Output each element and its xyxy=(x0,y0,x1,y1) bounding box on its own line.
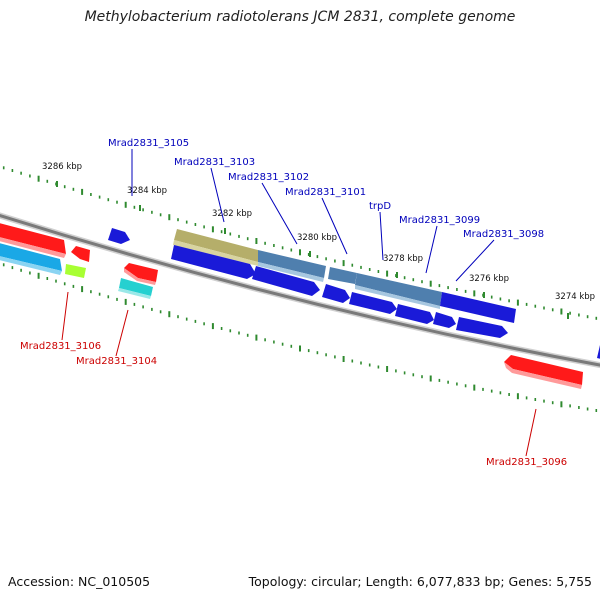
callout-lines xyxy=(61,149,537,457)
kbp-label-3286: 3286 kbp xyxy=(42,162,82,172)
arrow-gene-5 xyxy=(395,304,434,324)
gene-block-3103 xyxy=(174,229,258,262)
gene-3096-red xyxy=(504,355,583,385)
scale-ticks-lower xyxy=(2,263,598,412)
gene-label-3102[interactable]: Mrad2831_3102 xyxy=(228,172,309,183)
gene-labels: Mrad2831_3105 Mrad2831_3103 Mrad2831_310… xyxy=(20,138,567,468)
arrow-gene-1 xyxy=(171,245,256,279)
kbp-label-3284: 3284 kbp xyxy=(127,186,167,196)
kbp-label-3276: 3276 kbp xyxy=(469,274,509,284)
arrow-gene-4 xyxy=(349,292,397,314)
gene-label-3103[interactable]: Mrad2831_3103 xyxy=(174,157,255,168)
gene-label-trpD[interactable]: trpD xyxy=(369,201,391,212)
arrow-gene-6 xyxy=(433,312,456,328)
arrow-gene-3 xyxy=(322,284,350,303)
plus-strand-features xyxy=(108,228,516,323)
gene-block-3105 xyxy=(108,228,130,244)
gene-block-3102 xyxy=(258,250,326,278)
gene-small-red xyxy=(71,246,90,262)
gene-label-3099[interactable]: Mrad2831_3099 xyxy=(399,215,480,226)
genome-summary-text: Topology: circular; Length: 6,077,833 bp… xyxy=(248,574,592,589)
kbp-label-3274: 3274 kbp xyxy=(555,292,595,302)
gene-label-3098[interactable]: Mrad2831_3098 xyxy=(463,229,544,240)
genome-title: Methylobacterium radiotolerans JCM 2831,… xyxy=(84,9,516,25)
kbp-label-3282: 3282 kbp xyxy=(212,209,252,219)
arrow-gene-7 xyxy=(456,317,508,338)
scale-labels: 3286 kbp 3284 kbp 3282 kbp 3280 kbp 3278… xyxy=(42,162,595,302)
gene-3104-cyan xyxy=(119,278,153,296)
gene-block-trpD xyxy=(355,273,442,306)
kbp-label-3280: 3280 kbp xyxy=(297,233,337,243)
minus-strand-features xyxy=(0,223,583,389)
gene-label-3096[interactable]: Mrad2831_3096 xyxy=(486,457,567,468)
plus-strand-arrows xyxy=(171,245,600,359)
scale-ticks-upper xyxy=(2,166,598,320)
gene-3106-cyan xyxy=(0,243,62,271)
gene-block-3101 xyxy=(328,267,357,284)
gene-label-3105[interactable]: Mrad2831_3105 xyxy=(108,138,189,149)
kbp-label-3278: 3278 kbp xyxy=(383,254,423,264)
gene-small-green xyxy=(65,264,86,278)
gene-3106-red xyxy=(0,223,66,254)
accession-text: Accession: NC_010505 xyxy=(8,574,151,589)
gene-3104-red xyxy=(124,263,158,282)
label-ticks xyxy=(56,181,569,319)
gene-label-3106[interactable]: Mrad2831_3106 xyxy=(20,341,101,352)
arrow-gene-2 xyxy=(252,266,320,296)
arrow-gene-8 xyxy=(597,345,600,359)
gene-block-3099 xyxy=(440,292,516,323)
gene-label-3101[interactable]: Mrad2831_3101 xyxy=(285,187,366,198)
gene-label-3104[interactable]: Mrad2831_3104 xyxy=(76,356,157,367)
